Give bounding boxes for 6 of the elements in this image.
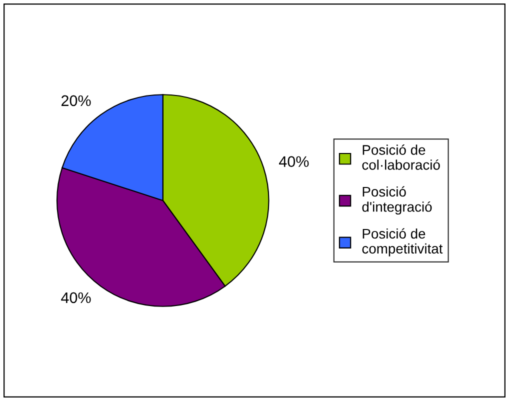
data-label: 40% bbox=[61, 292, 91, 304]
legend-label: Posició de col·laboració bbox=[362, 144, 440, 170]
legend-label: Posició de competitivitat bbox=[362, 228, 443, 256]
legend-label: Posició d'integració bbox=[362, 186, 432, 215]
data-label: 40% bbox=[279, 156, 309, 167]
data-label: 20% bbox=[62, 95, 91, 106]
